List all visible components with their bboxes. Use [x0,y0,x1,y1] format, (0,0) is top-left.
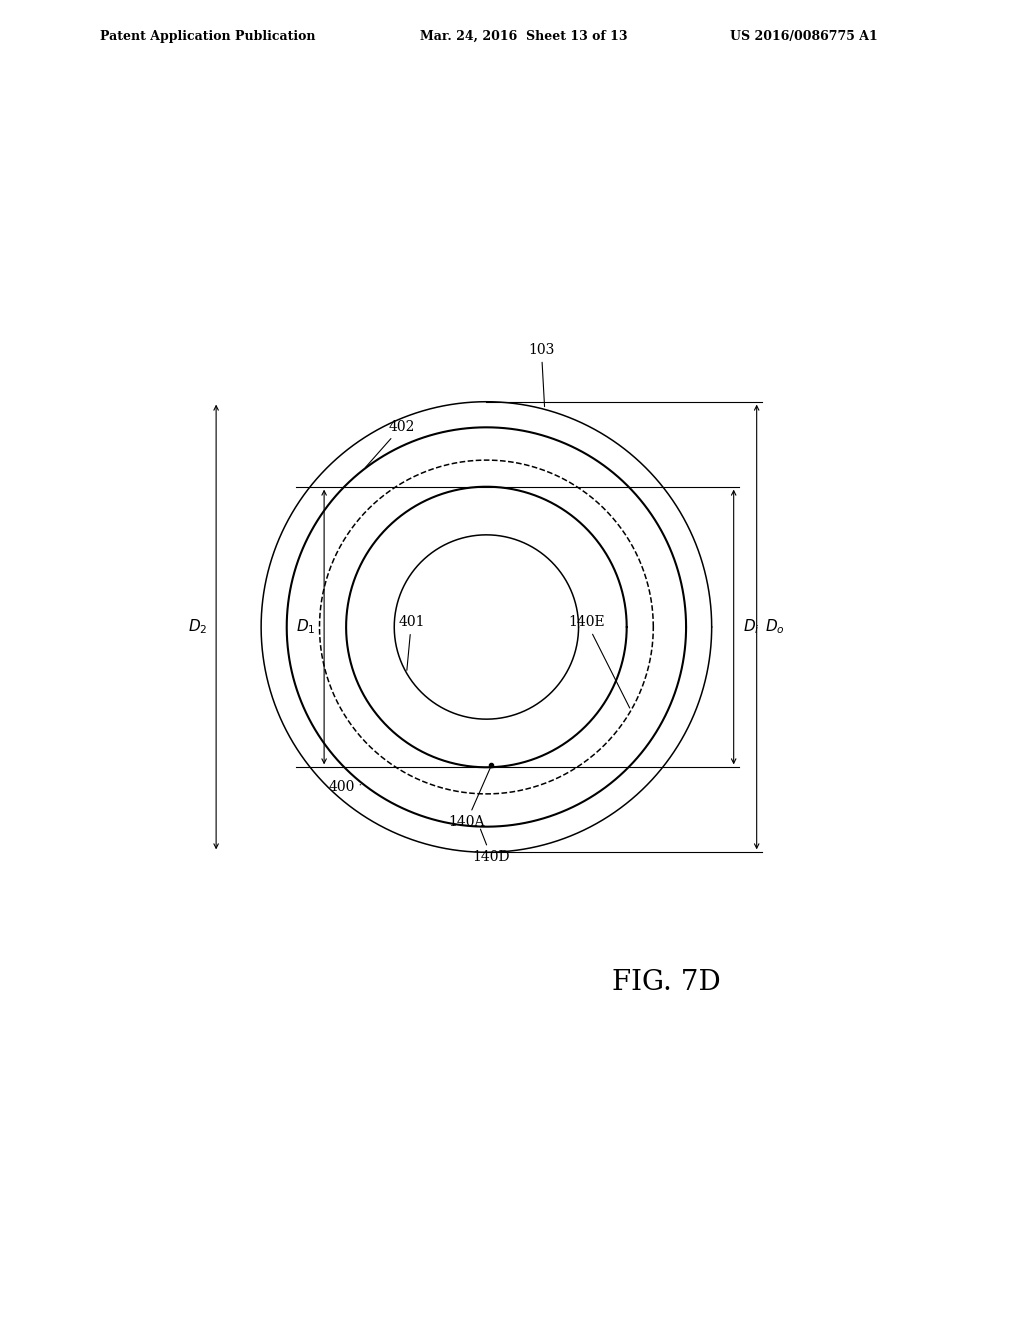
Text: $D_o$: $D_o$ [765,618,784,636]
Text: 402: 402 [366,420,415,467]
Text: 140D: 140D [473,829,510,865]
Text: $D_1$: $D_1$ [296,618,315,636]
Text: 140E: 140E [568,615,630,708]
Text: 103: 103 [528,343,555,407]
Text: 400: 400 [329,780,360,795]
Text: Patent Application Publication: Patent Application Publication [100,30,315,44]
Text: $D_2$: $D_2$ [188,618,208,636]
Text: 401: 401 [398,615,425,671]
Text: FIG. 7D: FIG. 7D [612,969,721,995]
Text: 140A: 140A [449,768,490,829]
Text: US 2016/0086775 A1: US 2016/0086775 A1 [730,30,878,44]
Text: $D_i$: $D_i$ [743,618,760,636]
Text: Mar. 24, 2016  Sheet 13 of 13: Mar. 24, 2016 Sheet 13 of 13 [420,30,628,44]
